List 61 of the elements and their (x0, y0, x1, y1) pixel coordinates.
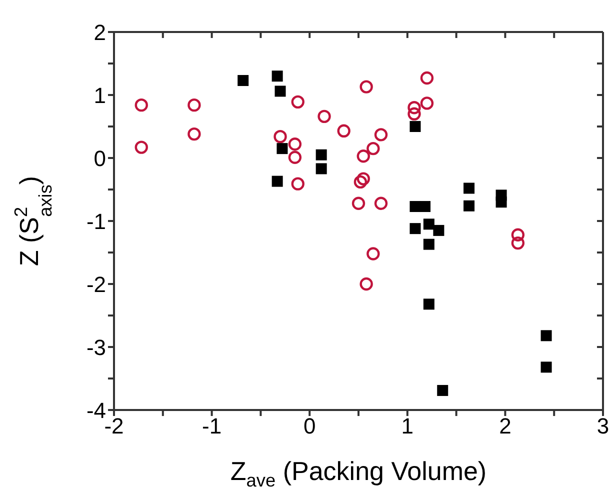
point (374, 128, 388, 142)
point (511, 228, 525, 242)
y-tick-label: 1 (94, 82, 106, 108)
point (410, 121, 421, 132)
point (423, 238, 434, 250)
point (366, 247, 380, 260)
x-axis-title: Z$_{ave}$ (Packing Volume) (230, 456, 487, 490)
x-tick-label: -1 (202, 414, 222, 439)
point (238, 75, 249, 86)
point (464, 182, 475, 194)
point (356, 172, 370, 186)
y-tick-label: -2 (86, 272, 106, 297)
point (464, 200, 475, 212)
point (437, 384, 448, 396)
point (354, 175, 368, 189)
point (408, 101, 421, 114)
point (420, 201, 431, 212)
x-tick-label: 1 (401, 414, 414, 439)
point (272, 176, 283, 187)
point (366, 142, 380, 156)
point (316, 149, 327, 160)
point (318, 110, 331, 124)
point (276, 143, 288, 154)
x-tick-label: 2 (499, 414, 512, 439)
point (423, 218, 434, 230)
point (188, 98, 201, 112)
y-tick-label: -1 (86, 208, 106, 234)
y-tick-label: 0 (94, 146, 106, 171)
point (274, 130, 287, 144)
x-tick-label: 0 (303, 414, 316, 439)
point (374, 196, 388, 210)
point (291, 177, 304, 190)
point (540, 362, 552, 373)
point (337, 124, 350, 138)
point (423, 298, 434, 310)
point (134, 98, 148, 112)
point (410, 201, 421, 212)
point (496, 196, 507, 208)
point (356, 150, 370, 163)
point (420, 96, 434, 110)
point (291, 95, 304, 109)
y-tick-label: -3 (86, 334, 106, 360)
y-tick-label: -4 (86, 398, 106, 423)
point (316, 163, 327, 174)
point (540, 330, 552, 342)
point (134, 140, 148, 154)
point (410, 223, 421, 234)
point (360, 80, 373, 94)
y-tick-label: 2 (94, 20, 106, 45)
point (272, 70, 283, 82)
x-tick-label: 3 (596, 414, 610, 439)
point (188, 127, 201, 141)
point (360, 277, 373, 291)
point (352, 196, 366, 210)
point (408, 107, 421, 120)
point (420, 71, 434, 85)
point (511, 236, 525, 250)
point (433, 224, 444, 236)
point (274, 86, 286, 97)
point (288, 138, 302, 151)
point (288, 150, 302, 164)
